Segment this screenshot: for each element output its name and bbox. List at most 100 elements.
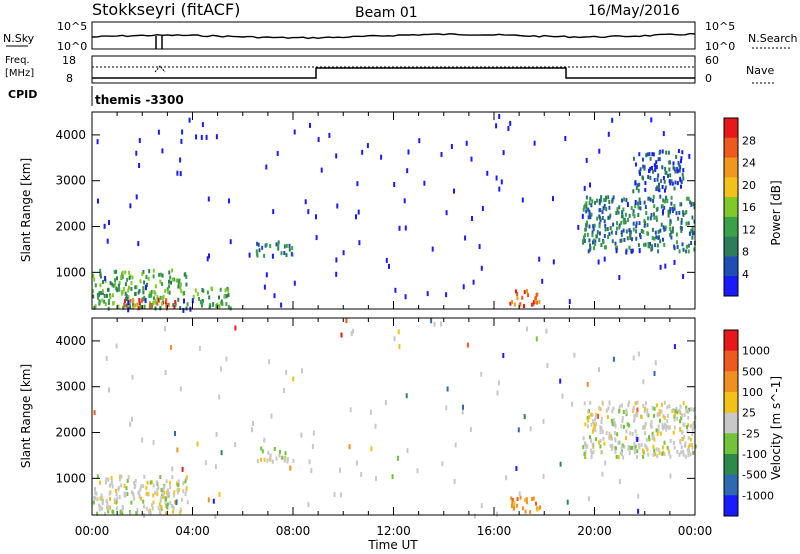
heatmap-cell	[277, 240, 280, 245]
heatmap-cell	[498, 186, 501, 192]
heatmap-cell	[339, 492, 342, 498]
heatmap-cell	[633, 156, 635, 161]
heatmap-cell	[534, 299, 537, 304]
heatmap-cell	[664, 166, 667, 171]
heatmap-cell	[680, 228, 683, 233]
heatmap-cell	[209, 303, 212, 308]
heatmap-cell	[607, 215, 610, 220]
heatmap-cell	[199, 299, 202, 304]
heatmap-cell	[586, 232, 589, 237]
heatmap-cell	[673, 246, 676, 251]
heatmap-cell	[669, 207, 672, 212]
heatmap-cell	[607, 406, 610, 411]
heatmap-cell	[651, 405, 654, 410]
x-tick-label: 12:00	[376, 524, 411, 538]
heatmap-cell	[525, 500, 528, 505]
colorbar-tick-label: 500	[742, 365, 763, 378]
heatmap-cell	[673, 344, 676, 350]
heatmap-cell	[478, 244, 481, 250]
heatmap-cell	[649, 242, 651, 246]
y-tick-label: 3000	[55, 380, 86, 394]
heatmap-cell	[599, 425, 602, 430]
heatmap-cell	[673, 186, 676, 191]
heatmap-cell	[165, 479, 168, 484]
heatmap-cell	[165, 490, 168, 495]
heatmap-cell	[625, 436, 627, 440]
colorbar-swatch	[724, 454, 738, 475]
heatmap-cell	[679, 165, 682, 170]
colorbar-tick-label: 100	[742, 386, 763, 399]
heatmap-cell	[657, 429, 660, 433]
heatmap-cell	[99, 505, 101, 510]
heatmap-cell	[658, 412, 661, 417]
heatmap-cell	[615, 454, 618, 459]
heatmap-cell	[617, 441, 620, 445]
heatmap-cell	[525, 497, 528, 502]
heatmap-cell	[502, 150, 505, 156]
colorbar-swatch	[724, 392, 738, 413]
heatmap-cell	[273, 293, 276, 299]
heatmap-cell	[104, 276, 107, 281]
heatmap-cell	[598, 231, 601, 236]
heatmap-cell	[633, 414, 636, 419]
heatmap-cell	[184, 492, 187, 497]
heatmap-cell	[278, 453, 281, 458]
heatmap-cell	[105, 477, 108, 482]
heatmap-cell	[688, 153, 691, 159]
heatmap-cell	[632, 221, 635, 226]
heatmap-cell	[605, 408, 608, 413]
heatmap-cell	[176, 170, 179, 176]
heatmap-cell	[516, 296, 519, 301]
heatmap-cell	[613, 445, 616, 450]
heatmap-cell	[131, 416, 133, 422]
heatmap-cell	[171, 277, 174, 282]
heatmap-cell	[635, 162, 637, 167]
heatmap-cell	[385, 257, 388, 263]
heatmap-cell	[166, 287, 169, 292]
heatmap-cell	[416, 468, 419, 474]
heatmap-cell	[201, 299, 204, 303]
heatmap-cell	[405, 393, 408, 399]
heatmap-cell	[623, 237, 626, 242]
heatmap-cell	[143, 474, 146, 479]
power-colorbar-label: Power [dB]	[769, 180, 783, 245]
heatmap-cell	[591, 199, 594, 204]
heatmap-cell	[589, 196, 592, 201]
heatmap-cell	[683, 434, 686, 439]
heatmap-cell	[635, 224, 638, 229]
heatmap-cell	[629, 232, 632, 237]
heatmap-cell	[185, 282, 188, 287]
heatmap-cell	[620, 445, 623, 450]
heatmap-cell	[652, 199, 655, 203]
heatmap-cell	[92, 289, 94, 294]
heatmap-cell	[656, 177, 659, 182]
heatmap-cell	[352, 328, 355, 334]
heatmap-cell	[685, 210, 688, 214]
heatmap-cell	[577, 224, 580, 230]
heatmap-cell	[598, 214, 601, 219]
heatmap-cell	[591, 419, 594, 424]
heatmap-cell	[660, 402, 663, 407]
freq-panel-frame	[91, 55, 696, 84]
heatmap-cell	[517, 427, 520, 433]
heatmap-cell	[625, 249, 628, 255]
heatmap-cell	[380, 154, 383, 160]
heatmap-cell	[643, 242, 646, 247]
heatmap-cell	[261, 449, 264, 454]
heatmap-cell	[651, 236, 654, 240]
heatmap-cell	[529, 510, 532, 514]
heatmap-cell	[662, 225, 665, 230]
heatmap-cell	[144, 298, 147, 304]
heatmap-cell	[205, 134, 208, 140]
heatmap-cell	[127, 288, 130, 293]
heatmap-cell	[608, 205, 611, 210]
heatmap-cell	[633, 441, 636, 447]
heatmap-cell	[617, 210, 620, 215]
heatmap-cell	[157, 485, 160, 490]
heatmap-cell	[111, 293, 114, 298]
heatmap-cell	[117, 487, 120, 492]
heatmap-cell	[631, 431, 634, 436]
heatmap-cell	[207, 497, 210, 503]
heatmap-cell	[152, 439, 155, 445]
heatmap-cell	[445, 405, 448, 411]
